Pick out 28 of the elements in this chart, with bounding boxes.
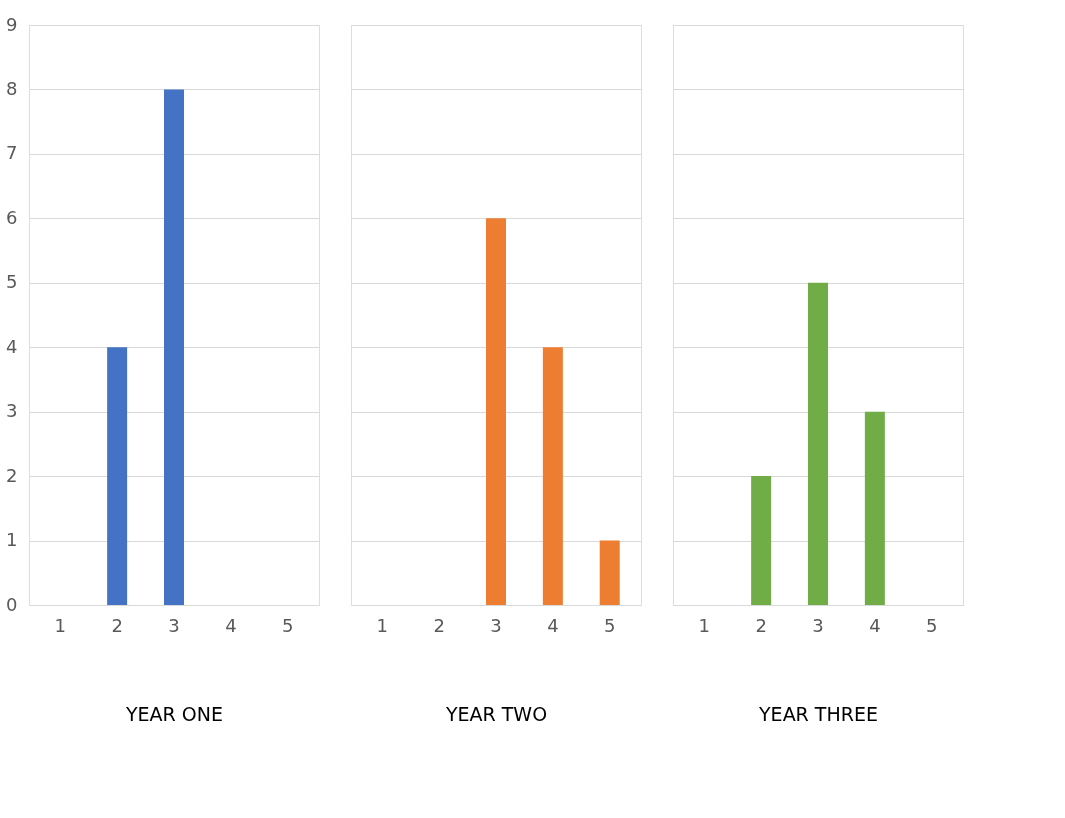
x-tick-label: 1 bbox=[54, 614, 66, 636]
y-tick-label: 9 bbox=[6, 13, 18, 35]
x-axis-title: YEAR ONE bbox=[124, 702, 224, 725]
x-tick-label: 1 bbox=[376, 614, 388, 636]
x-tick-label: 4 bbox=[869, 614, 881, 636]
x-tick-label: 4 bbox=[225, 614, 237, 636]
y-tick-label: 0 bbox=[6, 593, 18, 615]
y-tick-label: 7 bbox=[6, 142, 18, 164]
y-tick-label: 1 bbox=[6, 529, 18, 551]
y-tick-label: 5 bbox=[6, 271, 18, 293]
x-tick-label: 5 bbox=[282, 614, 294, 636]
x-tick-label: 2 bbox=[433, 614, 445, 636]
x-tick-label: 3 bbox=[812, 614, 824, 636]
x-axis-title: YEAR THREE bbox=[758, 702, 878, 725]
y-tick-label: 2 bbox=[6, 464, 18, 486]
x-tick-label: 3 bbox=[168, 614, 180, 636]
y-tick-label: 3 bbox=[6, 400, 18, 422]
y-tick-label: 8 bbox=[6, 77, 18, 99]
x-tick-label: 2 bbox=[755, 614, 767, 636]
x-tick-label: 2 bbox=[111, 614, 123, 636]
x-tick-label: 1 bbox=[698, 614, 710, 636]
x-axis-title: YEAR TWO bbox=[444, 702, 548, 725]
x-tick-label: 4 bbox=[547, 614, 559, 636]
x-tick-label: 5 bbox=[926, 614, 938, 636]
y-tick-label: 4 bbox=[6, 335, 18, 357]
x-tick-label: 3 bbox=[490, 614, 502, 636]
y-tick-label: 6 bbox=[6, 206, 18, 228]
x-tick-label: 5 bbox=[604, 614, 616, 636]
